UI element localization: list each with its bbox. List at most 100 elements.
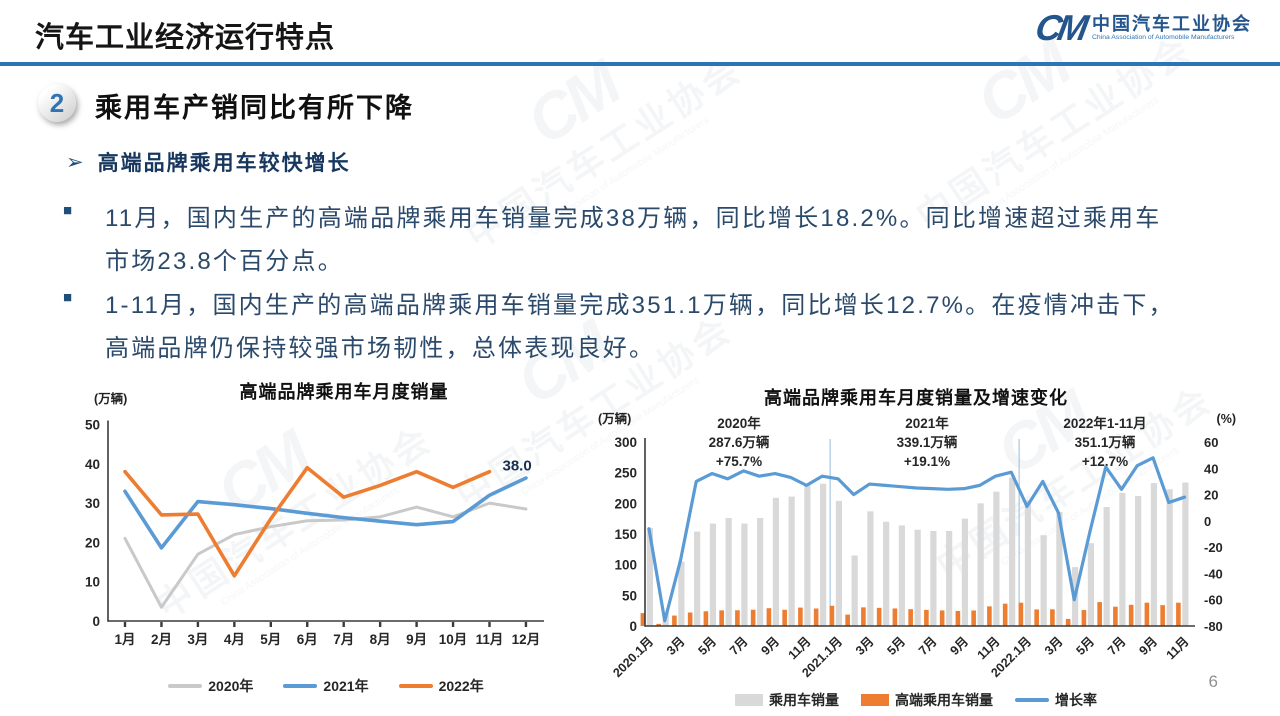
legend-item-2022: 2022年 bbox=[398, 676, 484, 696]
svg-text:38.0: 38.0 bbox=[503, 458, 532, 475]
svg-text:150: 150 bbox=[614, 527, 637, 542]
square-bullet-icon: ■ bbox=[63, 202, 73, 219]
svg-text:-40: -40 bbox=[1204, 566, 1223, 581]
legend-swatch-2021 bbox=[283, 684, 318, 688]
svg-text:10: 10 bbox=[85, 575, 100, 590]
svg-text:250: 250 bbox=[614, 466, 637, 481]
bullet-1-line-2: 市场23.8个百分点。 bbox=[105, 248, 344, 275]
svg-text:2020.1月: 2020.1月 bbox=[610, 634, 656, 680]
legend-swatch-premium-sales bbox=[861, 694, 889, 706]
svg-text:5月: 5月 bbox=[884, 634, 908, 658]
left-chart: (万辆) 高端品牌乘用车月度销量 0 10 20 30 40 50 1月 2月 3月 4月 5月 6月… bbox=[80, 376, 572, 710]
caam-logo: CM 中国汽车工业协会 China Association of Automob… bbox=[1032, 7, 1252, 48]
subheading-row: ➢ 高端品牌乘用车较快增长 bbox=[66, 147, 351, 177]
svg-text:11月: 11月 bbox=[786, 634, 814, 662]
right-chart: 高端品牌乘用车月度销量及增速变化 (万辆) (%) 2020年 287.6万辆 … bbox=[592, 382, 1240, 716]
annotation-2022: 2022年1-11月 351.1万辆 +12.7% bbox=[1063, 416, 1147, 469]
legend-swatch-2020 bbox=[168, 684, 203, 688]
legend-swatch-2022 bbox=[398, 684, 433, 688]
svg-text:3月: 3月 bbox=[664, 634, 688, 658]
svg-text:0: 0 bbox=[1204, 514, 1211, 529]
svg-text:12月: 12月 bbox=[512, 632, 541, 647]
right-chart-unit-left: (万辆) bbox=[598, 412, 632, 426]
legend-item-growth-rate: 增长率 bbox=[1015, 690, 1097, 710]
left-chart-legend: 2020年 2021年 2022年 bbox=[80, 676, 572, 696]
svg-text:9月: 9月 bbox=[758, 634, 782, 658]
svg-text:0: 0 bbox=[92, 614, 100, 629]
right-chart-legend: 乘用车销量 高端乘用车销量 增长率 bbox=[592, 690, 1240, 710]
svg-text:7月: 7月 bbox=[1105, 634, 1129, 658]
square-bullet-icon: ■ bbox=[63, 289, 73, 306]
annotation-2021: 2021年 339.1万辆 +19.1% bbox=[896, 416, 958, 469]
bullet-2-line-2: 高端品牌仍保持较强市场韧性，总体表现良好。 bbox=[105, 335, 656, 362]
page-title: 汽车工业经济运行特点 bbox=[35, 22, 336, 54]
svg-text:3月: 3月 bbox=[1042, 634, 1066, 658]
right-chart-svg: 0 50 100 150 200 250 300 -80 -60 -40 -20 0 20 40 60 202… bbox=[610, 435, 1223, 680]
svg-text:11月: 11月 bbox=[975, 634, 1003, 662]
svg-text:40: 40 bbox=[85, 457, 100, 472]
svg-text:30: 30 bbox=[85, 496, 100, 511]
caam-logo-name-en: China Association of Automobile Manufact… bbox=[1092, 34, 1235, 42]
svg-text:-60: -60 bbox=[1204, 593, 1223, 608]
svg-text:3月: 3月 bbox=[187, 632, 208, 647]
annotation-2020: 2020年 287.6万辆 +75.7% bbox=[708, 416, 770, 469]
svg-text:0: 0 bbox=[629, 619, 637, 634]
bullet-1-text: 11月，国内生产的高端品牌乘用车销量完成38万辆，同比增长18.2%。同比增速超… bbox=[105, 197, 1161, 283]
caam-logo-name-cn: 中国汽车工业协会 bbox=[1092, 13, 1252, 34]
right-chart-title: 高端品牌乘用车月度销量及增速变化 bbox=[764, 388, 1068, 408]
bullet-2-line-1: 1-11月，国内生产的高端品牌乘用车销量完成351.1万辆，同比增长12.7%。… bbox=[105, 292, 1175, 319]
left-chart-title: 高端品牌乘用车月度销量 bbox=[239, 382, 449, 402]
svg-text:7月: 7月 bbox=[916, 634, 940, 658]
legend-swatch-growth-rate bbox=[1015, 698, 1049, 702]
bullet-2: ■ 1-11月，国内生产的高端品牌乘用车销量完成351.1万辆，同比增长12.7… bbox=[63, 284, 1175, 370]
section-heading: 乘用车产销同比有所下降 bbox=[95, 93, 414, 123]
svg-text:4月: 4月 bbox=[224, 632, 245, 647]
svg-text:2月: 2月 bbox=[151, 632, 172, 647]
svg-text:9月: 9月 bbox=[947, 634, 971, 658]
right-chart-unit-right: (%) bbox=[1216, 412, 1236, 426]
left-chart-svg: 0 10 20 30 40 50 1月 2月 3月 4月 5月 6月 7月 8月 9月 10月 11月 12月 38… bbox=[85, 418, 544, 647]
svg-text:-20: -20 bbox=[1204, 540, 1223, 555]
caam-logo-text: 中国汽车工业协会 China Association of Automobile… bbox=[1092, 14, 1252, 43]
svg-text:9月: 9月 bbox=[1136, 634, 1160, 658]
svg-text:300: 300 bbox=[614, 435, 637, 450]
svg-text:6月: 6月 bbox=[297, 632, 318, 647]
left-chart-unit-label: (万辆) bbox=[94, 392, 128, 406]
svg-text:1月: 1月 bbox=[114, 632, 135, 647]
svg-text:8月: 8月 bbox=[370, 632, 391, 647]
svg-text:7月: 7月 bbox=[333, 632, 354, 647]
svg-text:9月: 9月 bbox=[406, 632, 427, 647]
svg-text:100: 100 bbox=[614, 558, 637, 573]
page-number: 6 bbox=[1208, 672, 1218, 691]
svg-text:50: 50 bbox=[622, 588, 637, 603]
legend-item-premium-sales: 高端乘用车销量 bbox=[861, 690, 993, 710]
caam-logo-icon: CM bbox=[1032, 7, 1088, 48]
section-number-badge: 2 bbox=[38, 84, 76, 122]
title-divider bbox=[0, 62, 1280, 66]
svg-text:50: 50 bbox=[85, 418, 100, 433]
svg-text:10月: 10月 bbox=[439, 632, 468, 647]
svg-text:20: 20 bbox=[1204, 488, 1218, 503]
svg-text:5月: 5月 bbox=[1073, 634, 1097, 658]
svg-text:11月: 11月 bbox=[1164, 634, 1192, 662]
svg-text:5月: 5月 bbox=[260, 632, 281, 647]
svg-text:-80: -80 bbox=[1204, 619, 1223, 634]
svg-text:7月: 7月 bbox=[727, 634, 751, 658]
legend-item-2020: 2020年 bbox=[168, 676, 253, 696]
subheading: 高端品牌乘用车较快增长 bbox=[97, 152, 351, 175]
svg-text:200: 200 bbox=[614, 496, 637, 511]
legend-item-pv-sales: 乘用车销量 bbox=[735, 690, 839, 710]
caam-watermark-mark: CM bbox=[514, 48, 631, 159]
legend-item-2021: 2021年 bbox=[283, 676, 369, 696]
svg-text:3月: 3月 bbox=[853, 634, 877, 658]
svg-text:11月: 11月 bbox=[476, 632, 504, 647]
bullet-1-line-1: 11月，国内生产的高端品牌乘用车销量完成38万辆，同比增长18.2%。同比增速超… bbox=[105, 205, 1162, 232]
legend-swatch-pv-sales bbox=[735, 694, 763, 706]
bullet-1: ■ 11月，国内生产的高端品牌乘用车销量完成38万辆，同比增长18.2%。同比增… bbox=[63, 197, 1161, 283]
svg-text:20: 20 bbox=[85, 535, 100, 550]
svg-text:40: 40 bbox=[1204, 461, 1218, 476]
svg-text:60: 60 bbox=[1204, 435, 1218, 450]
bullet-2-text: 1-11月，国内生产的高端品牌乘用车销量完成351.1万辆，同比增长12.7%。… bbox=[105, 284, 1175, 370]
svg-text:5月: 5月 bbox=[695, 634, 719, 658]
